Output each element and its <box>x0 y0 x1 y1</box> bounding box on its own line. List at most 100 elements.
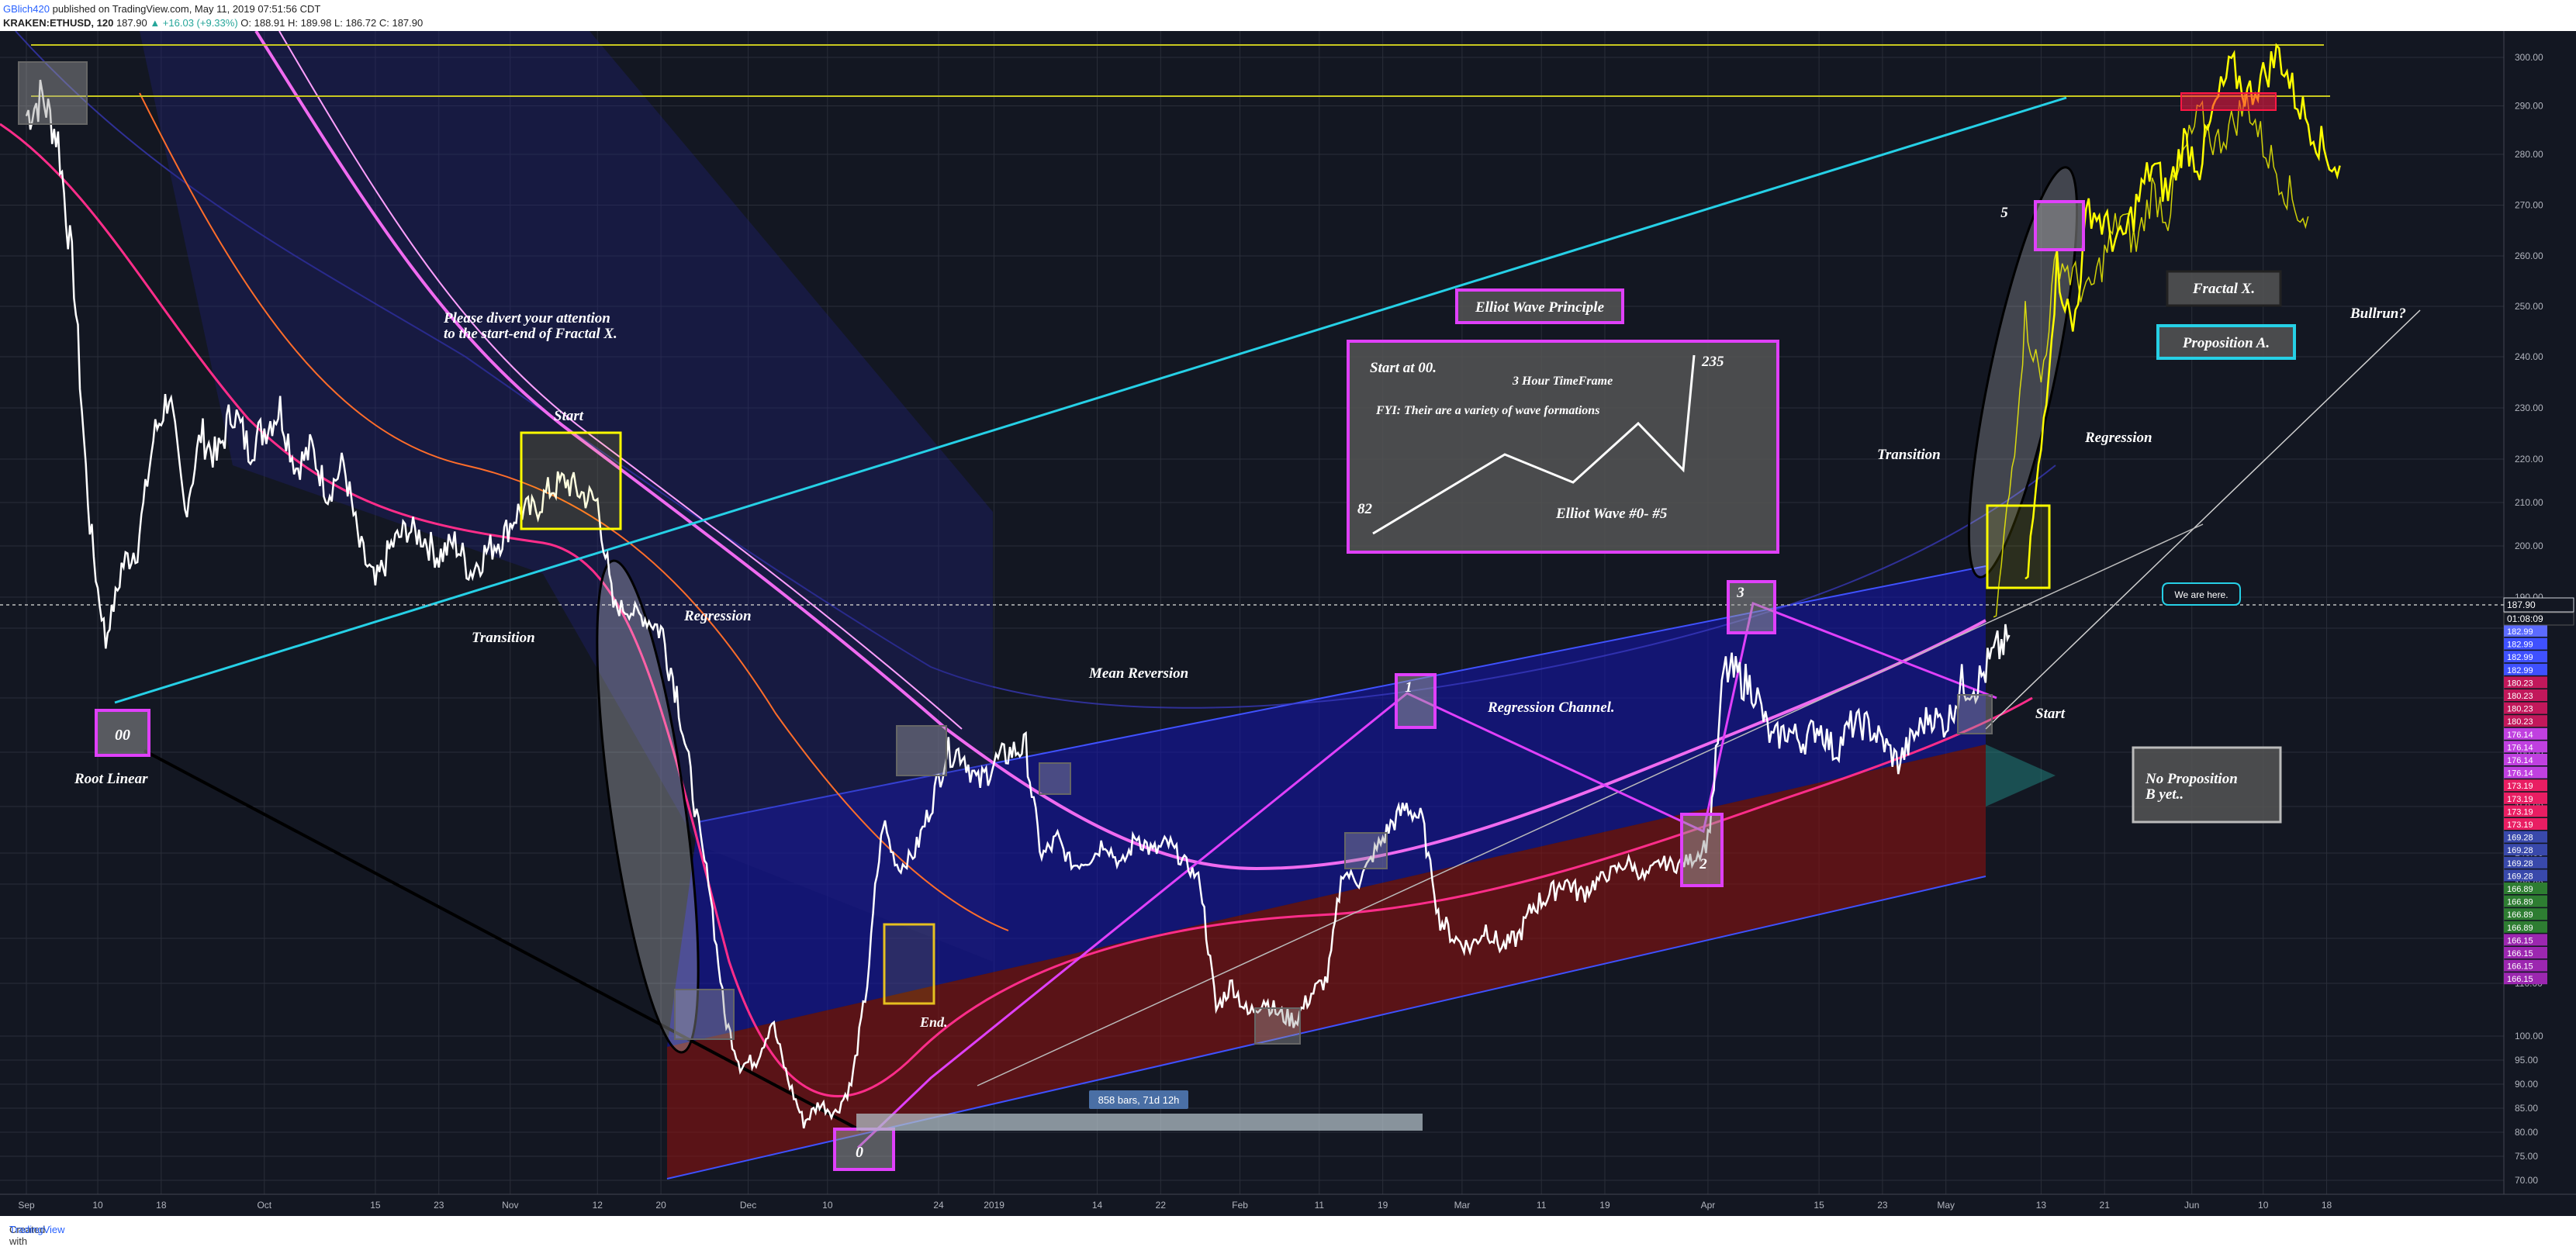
price-line <box>25 79 2011 1129</box>
time-tick-label: 24 <box>933 1200 944 1211</box>
symbol-name: KRAKEN:ETHUSD, 120 <box>3 17 114 29</box>
wave-label-0: 0 <box>856 1144 863 1161</box>
elliot-title-box <box>1455 288 1624 324</box>
no-proposition-box <box>2132 746 2282 824</box>
bars-info-box <box>1089 1090 1188 1109</box>
wave-label-1: 1 <box>1405 679 1412 696</box>
indicator-label-bg <box>2504 972 2547 985</box>
pink-ma-2 <box>278 31 963 730</box>
price-tick-label: 100.00 <box>2515 1031 2543 1041</box>
start-label-2: Start <box>2035 706 2066 722</box>
indicator-label-bg <box>2504 637 2547 650</box>
snapshot-header: GBlich420 published on TradingView.com, … <box>0 0 2576 31</box>
magenta-box-1 <box>1395 673 1437 729</box>
author-link[interactable]: GBlich420 <box>3 3 50 15</box>
indicator-value-label: 182.99 <box>2507 666 2533 675</box>
fractal-x-text: Fractal X. <box>2192 281 2255 297</box>
indicator-label-bg <box>2504 792 2547 804</box>
time-tick-label: Jun <box>2184 1200 2199 1211</box>
indicator-value-label: 166.15 <box>2507 949 2533 959</box>
indicator-value-label: 166.89 <box>2507 924 2533 933</box>
price-tick-label: 75.00 <box>2515 1151 2538 1162</box>
magenta-box-2 <box>1680 813 1724 887</box>
ohlc-close: C: 187.90 <box>379 17 424 29</box>
indicator-label-bg <box>2504 883 2547 894</box>
wave-label-2: 2 <box>1699 856 1707 872</box>
indicator-label-bg <box>2504 779 2547 792</box>
time-axis[interactable]: Sep 10 18 Oct 15 23 Nov 12 20 Dec 10 24 2019 14 22 Feb 1… <box>0 1193 2576 1216</box>
indicator-label-bg <box>2504 959 2547 972</box>
tradingview-link[interactable]: TradingView <box>9 1224 65 1235</box>
pink-ma-1 <box>254 31 1986 871</box>
indicator-value-label: 173.19 <box>2507 820 2533 830</box>
indicator-value-label: 180.23 <box>2507 717 2533 727</box>
indicator-value-label: 166.15 <box>2507 975 2533 984</box>
indicator-label-bg <box>2504 908 2547 921</box>
indicator-label-bg <box>2504 947 2547 959</box>
indicator-value-label: 173.19 <box>2507 807 2533 817</box>
channel-lower-fill <box>667 744 1986 1179</box>
price-tick-label: 80.00 <box>2515 1127 2538 1138</box>
time-tick-label: 20 <box>655 1200 666 1211</box>
bars-info-text: 858 bars, 71d 12h <box>1098 1094 1180 1106</box>
price-tick-label: 220.00 <box>2515 454 2543 465</box>
publish-text: published on TradingView.com, May 11, 20… <box>52 3 321 15</box>
time-tick-label: Sep <box>18 1200 35 1211</box>
time-tag <box>2503 612 2574 626</box>
indicator-value-label: 169.28 <box>2507 872 2533 881</box>
time-tick-label: 18 <box>2322 1200 2332 1211</box>
start-box-1 <box>520 431 622 530</box>
indicator-value-label: 180.23 <box>2507 705 2533 714</box>
wave-line-white <box>977 523 2204 1086</box>
wave-label-3: 3 <box>1736 585 1744 601</box>
indicator-value-label: 182.99 <box>2507 653 2533 662</box>
price-tick-label: 260.00 <box>2515 250 2543 261</box>
price-tick-label: 300.00 <box>2515 52 2543 63</box>
price-chart[interactable]: 00 Root Linear Please divert your attent… <box>0 31 2576 1216</box>
indicator-value-label: 182.99 <box>2507 627 2533 637</box>
indicator-label-bg <box>2504 676 2547 689</box>
time-tick-label: Nov <box>502 1200 518 1211</box>
time-tick-label: 10 <box>822 1200 833 1211</box>
magenta-box-00 <box>95 709 150 757</box>
indicator-label-bg <box>2504 715 2547 727</box>
time-tick-label: 12 <box>593 1200 603 1211</box>
mean-reversion-label: Mean Reversion <box>1088 665 1188 682</box>
ohlc-high: H: 189.98 <box>288 17 332 29</box>
snapshot-footer: Created with TradingView <box>0 1216 2576 1247</box>
gray-box-d <box>1254 1007 1301 1045</box>
indicator-label-bg <box>2504 844 2547 856</box>
time-tick-label: 23 <box>1877 1200 1888 1211</box>
bars-range-box <box>856 1114 1423 1131</box>
elliot-82-text: 82 <box>1357 501 1373 517</box>
cyan-trendline <box>114 96 2067 704</box>
time-tick-label: 15 <box>370 1200 381 1211</box>
time-tick-label: 21 <box>2100 1200 2111 1211</box>
chart-area[interactable]: 00 Root Linear Please divert your attent… <box>0 31 2576 1216</box>
indicator-label-bg <box>2504 663 2547 675</box>
time-tick-label: Mar <box>1454 1200 1471 1211</box>
divert-text-1: Please divert your attention <box>443 310 610 326</box>
gray-box-f <box>1039 762 1071 795</box>
divert-text-2: to the start-end of Fractal X. <box>444 326 617 342</box>
we-are-here-text: We are here. <box>2174 589 2228 600</box>
time-tick-label: 14 <box>1092 1200 1103 1211</box>
bullrun-line <box>1985 309 2421 730</box>
transition-label-1: Transition <box>472 630 535 646</box>
blue-cloud <box>140 31 993 962</box>
time-tick-label: 18 <box>156 1200 167 1211</box>
indicator-label-bg <box>2504 625 2547 637</box>
indicator-label-bg <box>2504 741 2547 753</box>
price-tick-label: 280.00 <box>2515 149 2543 160</box>
time-tick-label: 10 <box>2258 1200 2269 1211</box>
regression-ellipse-1 <box>596 559 700 1054</box>
price-tick-label: 70.00 <box>2515 1175 2538 1186</box>
indicator-value-label: 176.14 <box>2507 743 2533 752</box>
indicator-value-label: 166.15 <box>2507 936 2533 945</box>
price-tick-label: 210.00 <box>2515 497 2543 508</box>
indicator-value-label: 166.89 <box>2507 898 2533 907</box>
magenta-box-5 <box>2034 200 2085 251</box>
time-tick-label: 23 <box>434 1200 444 1211</box>
indicator-label-bg <box>2504 702 2547 714</box>
proposition-a-text: Proposition A. <box>2182 335 2270 351</box>
